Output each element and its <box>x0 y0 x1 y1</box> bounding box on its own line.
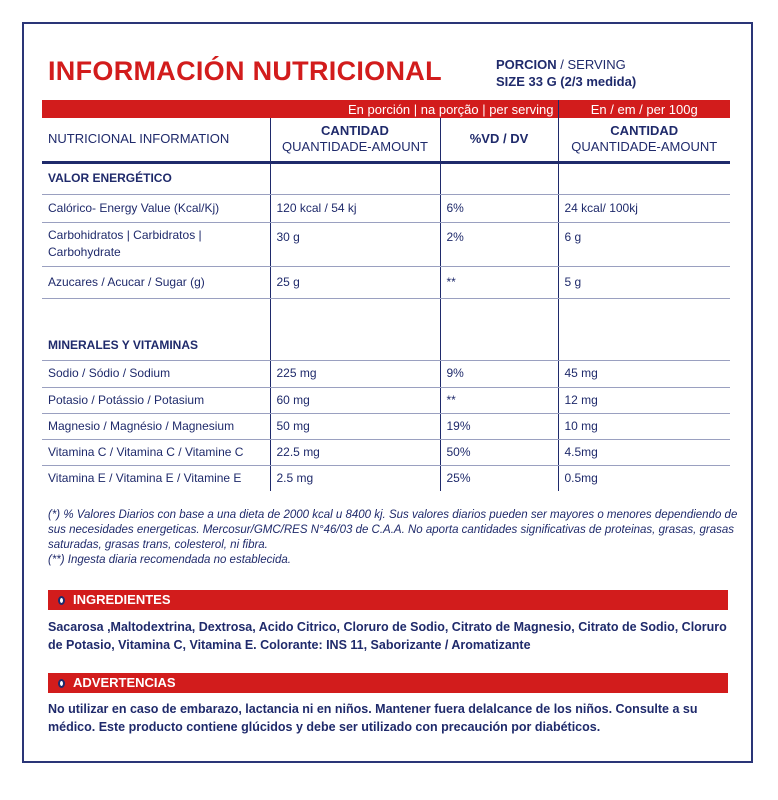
table-row: Sodio / Sódio / Sodium 225 mg 9% 45 mg <box>42 360 730 388</box>
section-row: MINERALES Y VITAMINAS <box>42 298 730 361</box>
table-header: NUTRICIONAL INFORMATION CANTIDAD QUANTIDA… <box>42 118 730 164</box>
table-row: Vitamina E / Vitamina E / Vitamine E 2.5 … <box>42 465 730 491</box>
warnings-header: ADVERTENCIAS <box>48 673 728 693</box>
band-per-serving: En porción | na porção | per serving <box>270 100 558 118</box>
serving-label: PORCION <box>496 57 557 72</box>
ingredients-header: INGREDIENTES <box>48 590 728 610</box>
serving-label-en: / SERVING <box>556 57 626 72</box>
nutrition-table: En porción | na porção | per serving En … <box>42 100 730 491</box>
header-dv: %VD / DV <box>439 118 558 164</box>
warnings-text: No utilizar en caso de embarazo, lactanc… <box>48 702 698 734</box>
table-row: Azucares / Acucar / Sugar (g) 25 g ** 5 g <box>42 266 730 299</box>
table-band: En porción | na porção | per serving En … <box>42 100 730 118</box>
table-row: Carbohidratos | Carbidratos | Carbohydra… <box>42 222 730 267</box>
footnote-idr: (**) Ingesta diaria recomendada no estab… <box>48 554 291 566</box>
table-row: Vitamina C / Vitamina C / Vitamine C 22.5… <box>42 439 730 466</box>
section-row: VALOR ENERGÉTICO <box>42 162 730 195</box>
table-row: Calórico- Energy Value (Kcal/Kj) 120 kcal… <box>42 194 730 223</box>
header-amount-100g: CANTIDAD QUANTIDADE-AMOUNT <box>557 118 730 164</box>
bullet-icon <box>58 596 65 605</box>
serving-size-value: SIZE 33 G (2/3 medida) <box>496 74 637 89</box>
band-per-100g: En / em / per 100g <box>557 100 730 118</box>
table-row: Potasio / Potássio / Potasium 60 mg ** 12 m… <box>42 387 730 414</box>
serving-size: PORCION / SERVING SIZE 33 G (2/3 medida) <box>496 56 636 90</box>
footnote-dv: (*) % Valores Diarios con base a una die… <box>48 509 738 551</box>
bullet-icon <box>58 679 65 688</box>
page-title: INFORMACIÓN NUTRICIONAL <box>48 56 442 86</box>
header-nutrient: NUTRICIONAL INFORMATION <box>42 118 270 164</box>
section-energy: VALOR ENERGÉTICO <box>42 162 270 195</box>
header-amount: CANTIDAD QUANTIDADE-AMOUNT <box>269 118 440 164</box>
ingredients-text: Sacarosa ,Maltodextrina, Dextrosa, Acido… <box>48 620 727 652</box>
table-row: Magnesio / Magnésio / Magnesium 50 mg 19% 1… <box>42 413 730 440</box>
label-frame <box>22 22 753 763</box>
footnotes: (*) % Valores Diarios con base a una die… <box>48 508 738 568</box>
section-minerals: MINERALES Y VITAMINAS <box>42 298 270 361</box>
